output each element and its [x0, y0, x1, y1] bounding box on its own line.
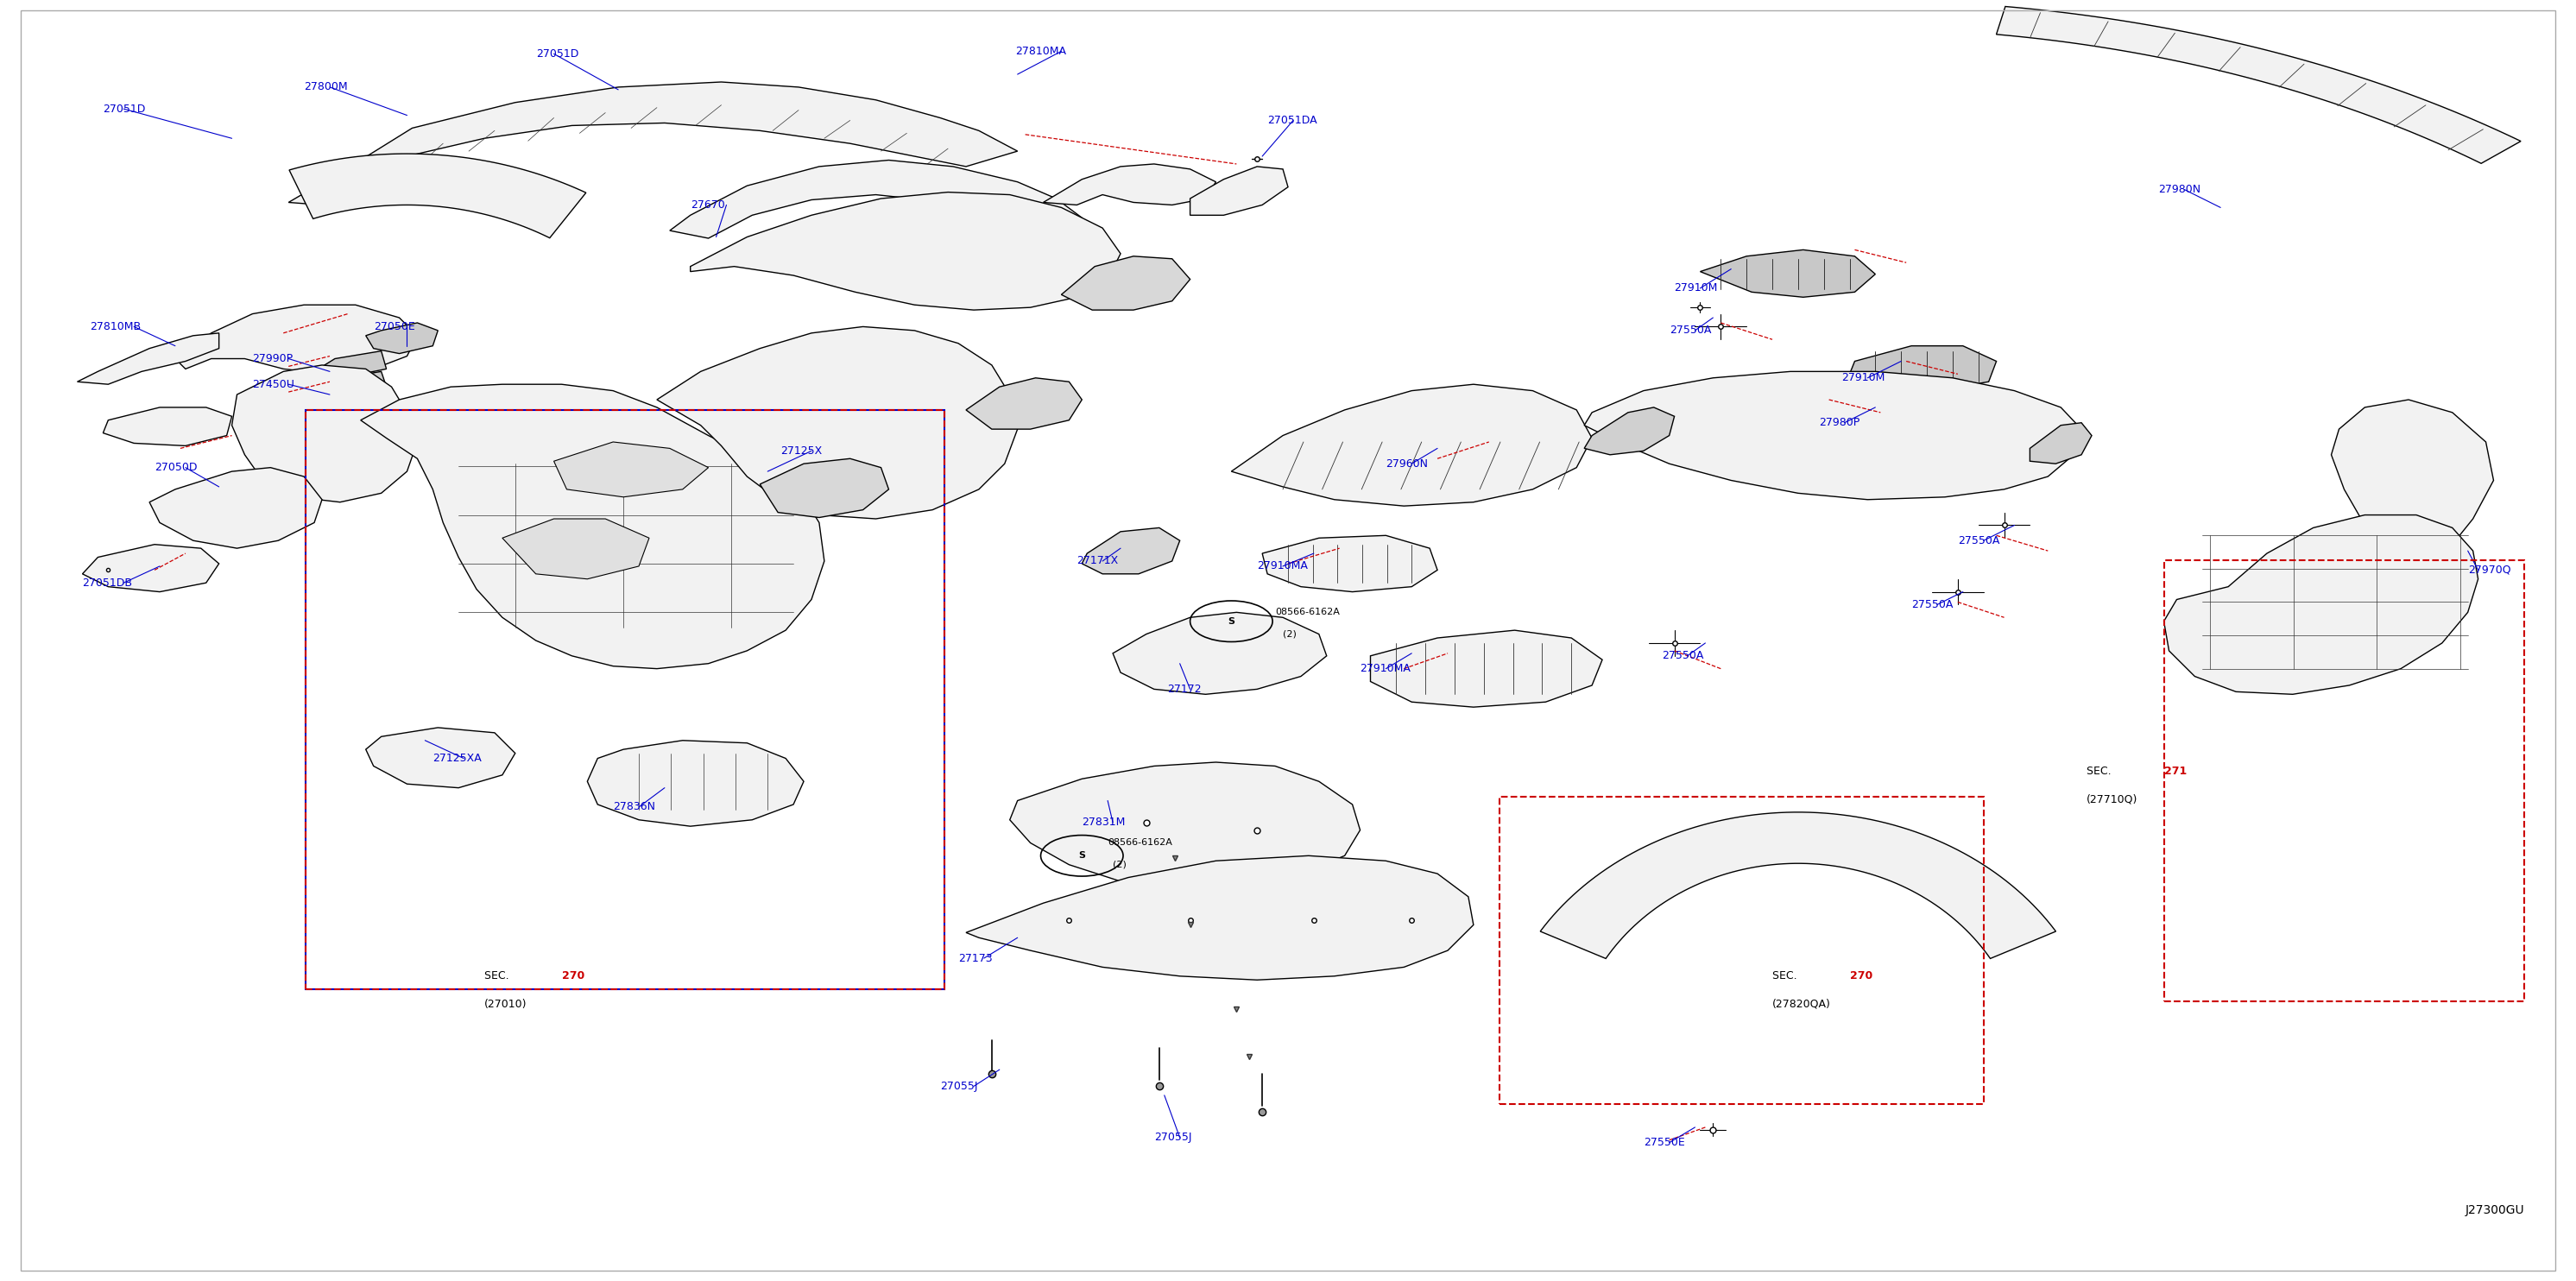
Polygon shape [103, 407, 232, 446]
Polygon shape [587, 740, 804, 826]
Polygon shape [149, 468, 322, 548]
Polygon shape [361, 384, 824, 669]
Polygon shape [1700, 250, 1875, 297]
Text: 27051D: 27051D [536, 49, 580, 59]
Polygon shape [82, 544, 219, 592]
Text: 27910MA: 27910MA [1257, 561, 1309, 571]
Polygon shape [366, 728, 515, 788]
Text: 08566-6162A: 08566-6162A [1275, 608, 1340, 616]
Text: (27710Q): (27710Q) [2087, 794, 2138, 804]
Bar [2164, 560, 2524, 1002]
Polygon shape [502, 519, 649, 579]
Polygon shape [966, 856, 1473, 980]
Text: (2): (2) [1113, 861, 1126, 869]
Text: (27010): (27010) [484, 999, 528, 1009]
Bar [1499, 797, 1984, 1104]
Text: 27055J: 27055J [940, 1081, 979, 1091]
Text: (2): (2) [1283, 630, 1296, 638]
Polygon shape [1231, 384, 1592, 506]
Text: 27051DB: 27051DB [82, 578, 131, 588]
Text: SEC.: SEC. [2087, 766, 2115, 776]
Text: 27172: 27172 [1167, 684, 1200, 694]
Text: 27550A: 27550A [1662, 651, 1703, 661]
Text: 27831M: 27831M [1082, 817, 1126, 828]
Polygon shape [1850, 346, 1996, 391]
Text: 27550A: 27550A [1669, 325, 1710, 336]
Polygon shape [175, 305, 417, 374]
Text: SEC.: SEC. [484, 971, 513, 981]
Polygon shape [1190, 167, 1288, 215]
Text: 27450U: 27450U [252, 379, 294, 389]
Text: 27125X: 27125X [781, 446, 822, 456]
Polygon shape [1262, 535, 1437, 592]
Polygon shape [77, 333, 219, 384]
Text: 27550E: 27550E [1643, 1138, 1685, 1148]
Polygon shape [289, 82, 1018, 205]
Text: 27810MA: 27810MA [1015, 46, 1066, 56]
Polygon shape [2030, 423, 2092, 464]
Polygon shape [2331, 400, 2494, 579]
Polygon shape [1061, 256, 1190, 310]
Polygon shape [314, 371, 386, 395]
Bar [304, 410, 943, 989]
Polygon shape [1082, 528, 1180, 574]
Text: SEC.: SEC. [1772, 971, 1801, 981]
Text: 27910M: 27910M [1842, 373, 1886, 383]
Polygon shape [966, 378, 1082, 429]
Text: 27910M: 27910M [1674, 283, 1718, 293]
Polygon shape [1584, 371, 2081, 500]
Text: 27970Q: 27970Q [2468, 565, 2512, 575]
Text: 27050E: 27050E [374, 322, 415, 332]
Polygon shape [1113, 612, 1327, 694]
Text: 27980P: 27980P [1819, 418, 1860, 428]
Polygon shape [690, 192, 1121, 310]
Polygon shape [1540, 812, 2056, 958]
Text: 27051D: 27051D [103, 104, 147, 114]
Text: 271: 271 [2164, 766, 2187, 776]
Text: 27173: 27173 [958, 953, 992, 963]
Text: 27800M: 27800M [304, 82, 348, 92]
Polygon shape [1010, 762, 1360, 886]
Text: 27171X: 27171X [1077, 556, 1118, 566]
Polygon shape [2164, 515, 2478, 694]
Polygon shape [232, 365, 417, 502]
Polygon shape [1043, 164, 1216, 205]
Text: 27050D: 27050D [155, 462, 198, 473]
Text: 27810MB: 27810MB [90, 322, 142, 332]
Text: 27990P: 27990P [252, 354, 294, 364]
Text: J27300GU: J27300GU [2465, 1204, 2524, 1217]
Text: 270: 270 [1850, 971, 1873, 981]
Polygon shape [1370, 630, 1602, 707]
Text: 27550A: 27550A [1911, 600, 1953, 610]
Text: 27960N: 27960N [1386, 459, 1427, 469]
Text: 270: 270 [562, 971, 585, 981]
Polygon shape [366, 323, 438, 354]
Polygon shape [1996, 6, 2522, 164]
Polygon shape [554, 442, 708, 497]
Text: 27550A: 27550A [1958, 535, 1999, 546]
Text: 27055J: 27055J [1154, 1132, 1193, 1143]
Text: S: S [1229, 617, 1234, 625]
Text: 27980N: 27980N [2159, 184, 2200, 195]
Polygon shape [314, 351, 386, 377]
Polygon shape [1584, 407, 1674, 455]
Polygon shape [670, 160, 1082, 238]
Text: (27820QA): (27820QA) [1772, 999, 1832, 1009]
Polygon shape [289, 154, 585, 238]
Bar [304, 410, 943, 989]
Text: S: S [1079, 852, 1084, 860]
Text: 08566-6162A: 08566-6162A [1108, 839, 1172, 847]
Text: 27125XA: 27125XA [433, 753, 482, 763]
Text: 27051DA: 27051DA [1267, 115, 1316, 126]
Polygon shape [657, 327, 1018, 519]
Text: 27910MA: 27910MA [1360, 664, 1412, 674]
Text: 27836N: 27836N [613, 802, 654, 812]
Polygon shape [760, 459, 889, 518]
Text: 27670: 27670 [690, 200, 724, 210]
